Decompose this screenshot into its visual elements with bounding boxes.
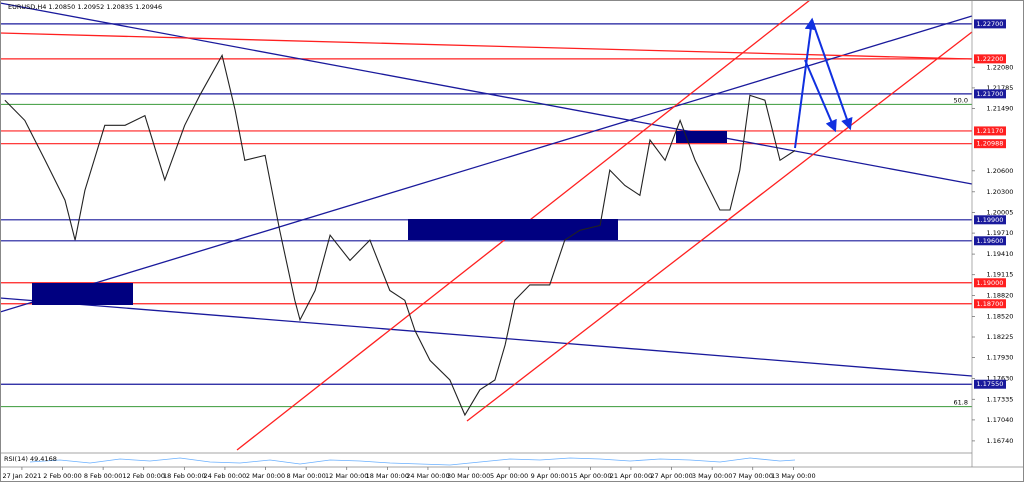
x-tick-label: 27 Apr 00:00 bbox=[650, 472, 692, 480]
trend-line bbox=[0, 32, 973, 60]
y-tick-label: 1.22080 bbox=[987, 63, 1014, 71]
x-tick-label: 15 Apr 00:00 bbox=[569, 472, 611, 480]
level-label: 1.22700 bbox=[977, 20, 1004, 28]
level-label-box bbox=[974, 126, 1006, 136]
level-label-box bbox=[974, 278, 1006, 288]
x-tick-label: 8 Mar 00:00 bbox=[287, 472, 326, 480]
level-label-box bbox=[974, 139, 1006, 149]
projection-arrow bbox=[794, 17, 817, 149]
x-tick-label: 8 Feb 00:00 bbox=[84, 472, 123, 480]
y-tick-label: 1.17930 bbox=[987, 354, 1014, 362]
level-label: 1.20988 bbox=[977, 140, 1004, 148]
x-tick-label: 18 Mar 00:00 bbox=[366, 472, 409, 480]
level-label: 1.19900 bbox=[977, 216, 1004, 224]
zone bbox=[32, 283, 133, 305]
y-tick-label: 1.16740 bbox=[987, 437, 1014, 445]
level-label: 1.21700 bbox=[977, 90, 1004, 98]
y-tick-label: 1.18820 bbox=[987, 291, 1014, 299]
level-label-box bbox=[974, 54, 1006, 64]
y-tick-label: 1.21785 bbox=[987, 84, 1014, 92]
fib-label: 61.8 bbox=[954, 399, 968, 407]
x-tick-label: 2 Mar 00:00 bbox=[246, 472, 285, 480]
fib-label: 50.0 bbox=[954, 96, 968, 104]
level-label-box bbox=[974, 379, 1006, 389]
level-label-box bbox=[974, 299, 1006, 309]
rsi-line bbox=[29, 457, 796, 466]
x-tick-label: 12 Mar 00:00 bbox=[325, 472, 368, 480]
y-tick-label: 1.17040 bbox=[987, 416, 1014, 424]
y-tick-label: 1.21490 bbox=[987, 105, 1014, 113]
y-tick-label: 1.19710 bbox=[987, 229, 1014, 237]
y-tick-label: 1.18225 bbox=[987, 333, 1014, 341]
x-tick-label: 18 Feb 00:00 bbox=[163, 472, 206, 480]
projection-arrow bbox=[804, 59, 837, 133]
y-tick-label: 1.17335 bbox=[987, 395, 1014, 403]
x-tick-label: 21 Apr 00:00 bbox=[610, 472, 652, 480]
level-label: 1.19600 bbox=[977, 237, 1004, 245]
level-label: 1.18700 bbox=[977, 300, 1004, 308]
y-tick-label: 1.20005 bbox=[987, 208, 1014, 216]
level-label-box bbox=[974, 215, 1006, 225]
zone bbox=[676, 131, 727, 143]
y-tick-label: 1.20600 bbox=[987, 167, 1014, 175]
level-label-box bbox=[974, 236, 1006, 246]
y-tick-label: 1.20300 bbox=[987, 188, 1014, 196]
x-tick-label: 9 Apr 00:00 bbox=[531, 472, 569, 480]
level-label: 1.22200 bbox=[977, 55, 1004, 63]
y-tick-label: 1.18520 bbox=[987, 312, 1014, 320]
channel-line bbox=[466, 31, 973, 422]
x-tick-label: 3 May 00:00 bbox=[692, 472, 732, 480]
y-tick-label: 1.17630 bbox=[987, 375, 1014, 383]
indicator-label: RSI(14) 49.4168 bbox=[4, 455, 57, 463]
y-tick-label: 1.19410 bbox=[987, 250, 1014, 258]
x-tick-label: 5 Apr 00:00 bbox=[490, 472, 528, 480]
trend-line bbox=[0, 15, 973, 313]
x-tick-label: 30 Mar 00:00 bbox=[447, 472, 490, 480]
zone bbox=[408, 219, 618, 240]
y-tick-label: 1.19115 bbox=[987, 271, 1014, 279]
x-tick-label: 13 May 00:00 bbox=[771, 472, 816, 480]
level-label: 1.17550 bbox=[977, 380, 1004, 388]
x-tick-label: 24 Mar 00:00 bbox=[406, 472, 449, 480]
projection-arrow bbox=[811, 19, 853, 131]
x-tick-label: 2 Feb 00:00 bbox=[43, 472, 82, 480]
x-tick-label: 7 May 00:00 bbox=[733, 472, 773, 480]
trend-line bbox=[0, 2, 973, 185]
price-line bbox=[4, 53, 796, 417]
level-label: 1.21170 bbox=[977, 127, 1004, 135]
x-tick-label: 12 Feb 00:00 bbox=[122, 472, 165, 480]
trend-line bbox=[0, 297, 973, 377]
level-label-box bbox=[974, 89, 1006, 99]
level-label: 1.19000 bbox=[977, 279, 1004, 287]
level-label-box bbox=[974, 19, 1006, 29]
x-tick-label: 27 Jan 2021 bbox=[2, 472, 41, 480]
chart-title: EURUSD,H4 1.20850 1.20952 1.20835 1.2094… bbox=[8, 3, 162, 11]
x-tick-label: 24 Feb 00:00 bbox=[204, 472, 247, 480]
